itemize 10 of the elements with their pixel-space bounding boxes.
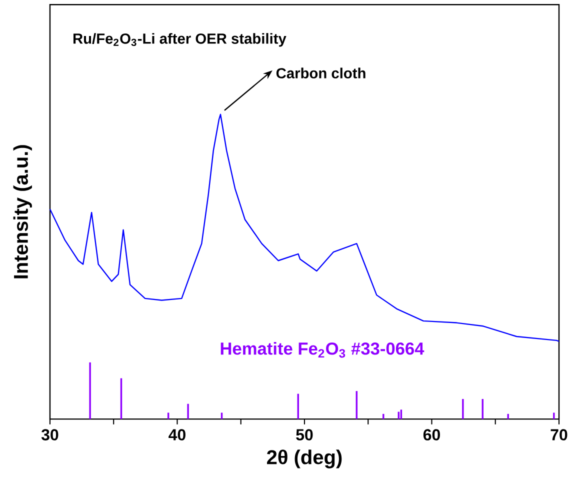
x-axis-title: 2θ (deg) xyxy=(267,449,342,468)
text: Hematite Fe$_{2}$O$_{3}$ #33-0664 xyxy=(220,342,424,358)
x-tick-label: 60 xyxy=(423,428,440,440)
x-tick-label: 30 xyxy=(41,428,58,440)
chart-title: Ru/Fe$_{2}$O$_{3}$-Li after OER stability xyxy=(73,32,286,47)
x-tick-label: 40 xyxy=(168,428,186,440)
annotation: Carbon cloth xyxy=(276,67,366,78)
y-axis-title: Intensity (a.u.) xyxy=(13,144,32,278)
x-tick-label: 50 xyxy=(296,428,313,440)
x-tick-label: 70 xyxy=(550,428,568,440)
